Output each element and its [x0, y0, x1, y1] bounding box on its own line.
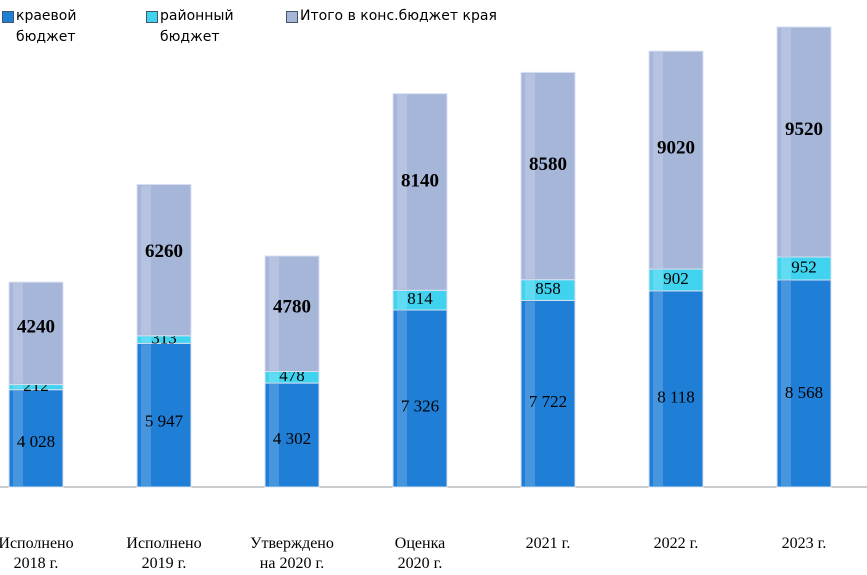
data-label: 902 — [663, 269, 689, 288]
data-label: 814 — [407, 289, 433, 308]
x-tick-label: 2023 г. — [781, 535, 827, 552]
x-tick-label: Исполнено 2018 г. — [0, 535, 74, 572]
data-label: 5 947 — [145, 411, 184, 430]
x-tick-label: 2021 г. — [525, 535, 571, 552]
x-tick-label: Исполнено 2019 г. — [126, 535, 202, 572]
bar-segment — [776, 279, 832, 488]
data-label: 6260 — [145, 241, 183, 262]
data-label: 8 568 — [785, 383, 823, 402]
data-label: 8 118 — [657, 388, 695, 407]
legend-swatch — [146, 11, 158, 23]
bar-shine — [781, 281, 791, 486]
x-tick-label: 2022 г. — [653, 535, 699, 552]
bar-shine — [397, 291, 407, 310]
bar-shine — [141, 336, 151, 343]
bar-shine — [13, 385, 23, 389]
legend-label: Итого в конс.бюджет края — [300, 8, 497, 24]
data-label: 4780 — [273, 296, 311, 317]
bar-segment — [136, 184, 192, 337]
bar-shine — [653, 270, 663, 290]
bar-shine — [781, 28, 791, 256]
bar-shine — [13, 390, 23, 486]
data-label: 8140 — [401, 171, 439, 192]
x-tick-label: Оценка 2020 г. — [394, 535, 446, 572]
bar-segment — [392, 309, 448, 488]
data-label: 7 722 — [529, 392, 567, 411]
data-label: 858 — [535, 279, 561, 298]
data-label: 7 326 — [401, 396, 439, 415]
bar-shine — [397, 94, 407, 290]
bar-shine — [141, 344, 151, 486]
bar-shine — [269, 372, 279, 383]
legend-swatch — [286, 11, 298, 23]
data-label: 4 302 — [273, 429, 311, 448]
data-label: 9020 — [657, 138, 695, 159]
data-label: 9520 — [785, 119, 823, 140]
bar-segment — [8, 281, 64, 386]
legend-label: районный бюджет — [160, 8, 234, 45]
legend-label: краевой бюджет — [16, 8, 77, 45]
data-label: 4 028 — [17, 432, 55, 451]
bar-segment — [648, 290, 704, 488]
bar-shine — [653, 52, 663, 269]
bar-segment — [8, 389, 64, 488]
data-label: 4240 — [17, 317, 55, 338]
bar-segment — [520, 71, 576, 281]
bar-shine — [653, 291, 663, 486]
bar-shine — [525, 280, 535, 300]
data-label: 952 — [791, 257, 817, 276]
bar-shine — [781, 258, 791, 279]
bar-shine — [525, 73, 535, 279]
bar-shine — [269, 257, 279, 371]
bar-segment — [520, 299, 576, 488]
bar-shine — [269, 384, 279, 486]
bar-shine — [13, 283, 23, 384]
bar-segment — [776, 26, 832, 258]
bar-shine — [397, 311, 407, 486]
bar-shine — [141, 185, 151, 335]
data-label: 8580 — [529, 154, 567, 175]
bar-segment — [264, 255, 320, 373]
bar-segment — [264, 382, 320, 488]
bar-segment — [392, 93, 448, 291]
x-tick-label: Утверждено на 2020 г. — [250, 535, 334, 572]
legend-swatch — [2, 11, 14, 23]
bar-segment — [648, 50, 704, 270]
bar-shine — [525, 301, 535, 486]
